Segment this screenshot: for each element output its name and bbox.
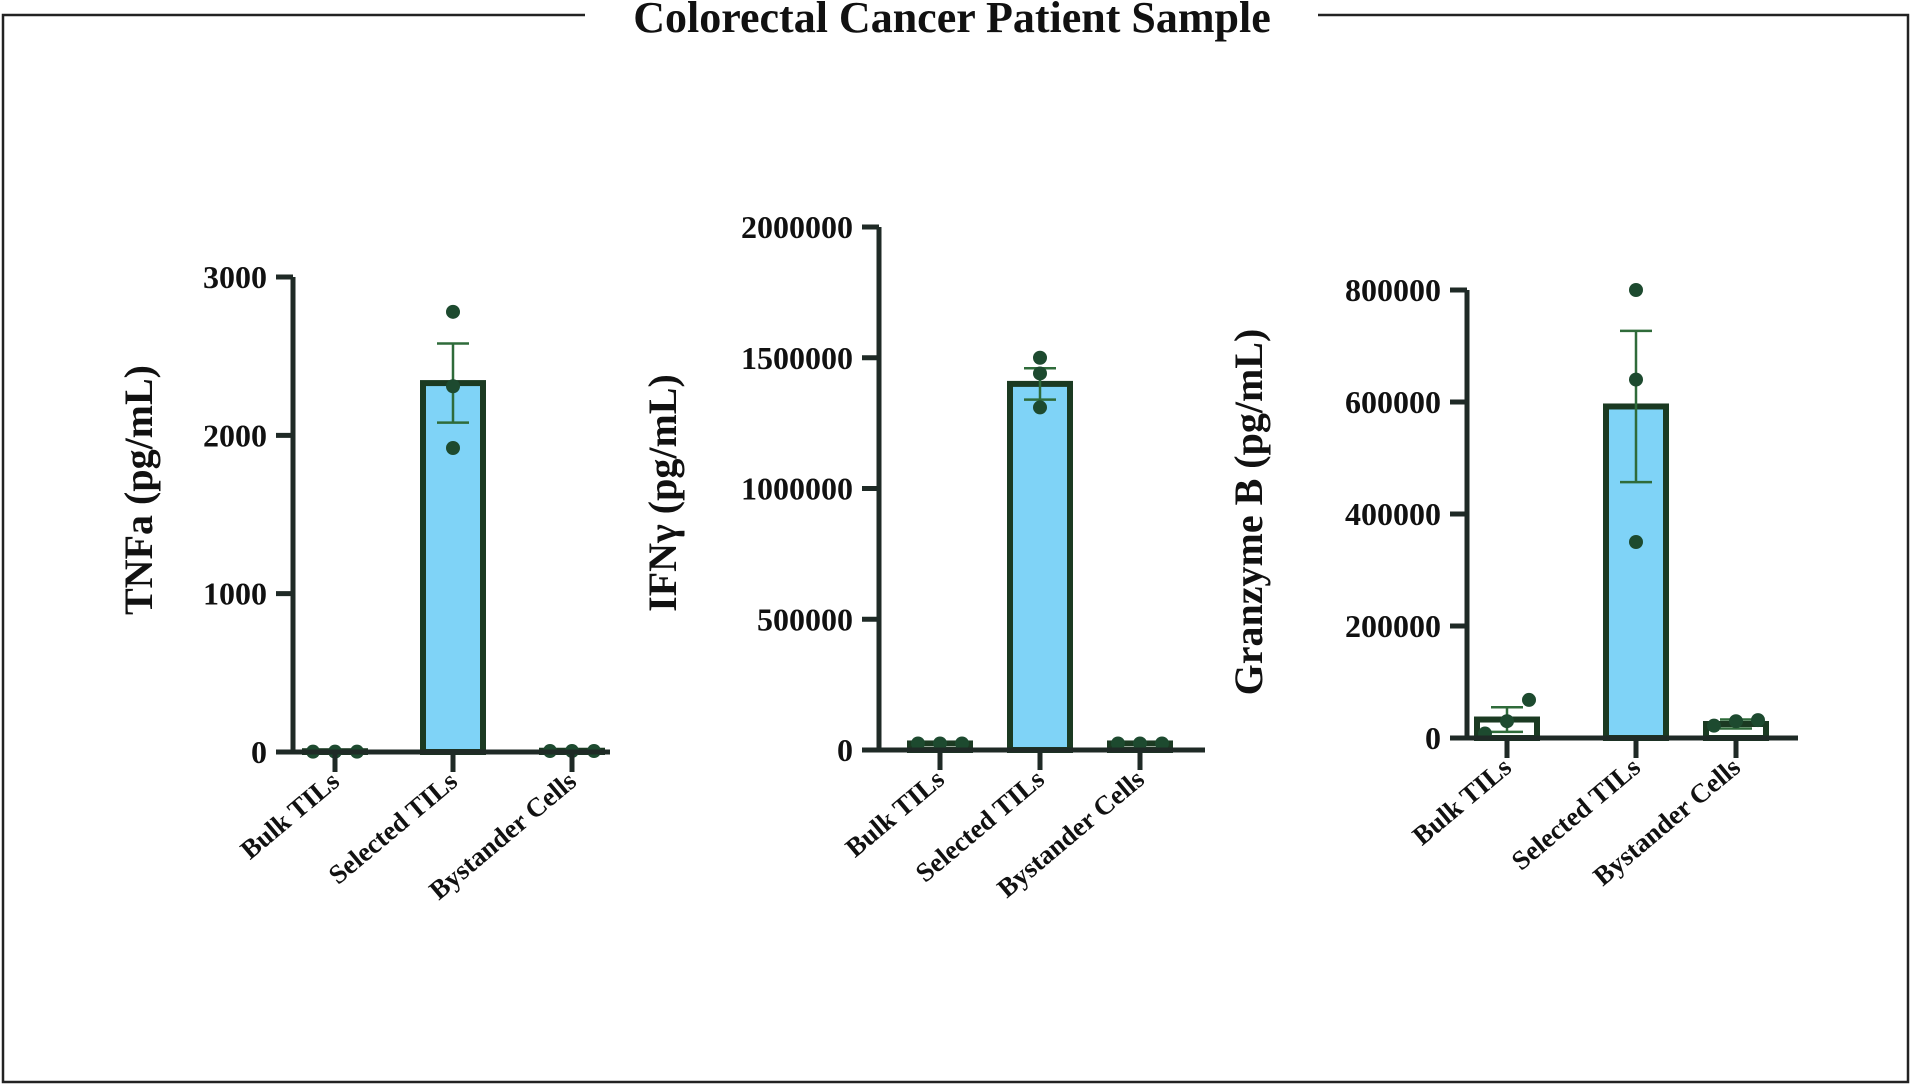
- data-point: [911, 736, 925, 751]
- data-point: [446, 441, 460, 455]
- y-tick-label: 3000: [203, 259, 267, 295]
- x-category-label: Bulk TILs: [235, 766, 345, 865]
- data-point: [1629, 535, 1643, 549]
- y-tick-label: 0: [837, 732, 853, 768]
- data-point: [1111, 736, 1125, 751]
- y-axis-label: TNFa (pg/mL): [116, 365, 161, 615]
- y-tick-label: 2000000: [741, 209, 853, 245]
- data-point: [1522, 692, 1536, 707]
- bar-2: [1007, 380, 1073, 753]
- data-point: [1751, 713, 1765, 728]
- y-tick-label: 0: [251, 734, 267, 770]
- y-tick-label: 1000000: [741, 471, 853, 507]
- data-point: [1629, 283, 1643, 297]
- y-tick-label: 0: [1425, 720, 1441, 756]
- data-point: [955, 736, 969, 751]
- figure-frame: [1, 13, 1910, 1084]
- y-tick-label: 600000: [1345, 384, 1441, 420]
- y-tick-label: 1000: [203, 576, 267, 612]
- bar-2: [420, 380, 486, 755]
- data-point: [1729, 714, 1743, 729]
- data-point: [933, 736, 947, 751]
- data-point: [1033, 350, 1047, 365]
- data-point: [1133, 736, 1147, 751]
- data-point: [1033, 366, 1047, 381]
- data-point: [446, 379, 460, 394]
- y-tick-label: 500000: [757, 601, 853, 637]
- y-axis-label: Granzyme B (pg/mL): [1226, 329, 1271, 696]
- y-tick-label: 400000: [1345, 496, 1441, 532]
- x-category-label: Bulk TILs: [1407, 752, 1517, 851]
- y-axis-label: IFNγ (pg/mL): [640, 374, 685, 612]
- data-point: [1629, 372, 1643, 387]
- data-point: [1500, 714, 1514, 729]
- y-tick-label: 800000: [1345, 272, 1441, 308]
- y-tick-label: 200000: [1345, 608, 1441, 644]
- y-tick-label: 1500000: [741, 340, 853, 376]
- figure-title: Colorectal Cancer Patient Sample: [633, 0, 1270, 42]
- data-point: [1155, 736, 1169, 751]
- data-point: [1033, 400, 1047, 415]
- data-point: [1707, 718, 1721, 733]
- data-point: [446, 304, 460, 319]
- y-tick-label: 2000: [203, 417, 267, 453]
